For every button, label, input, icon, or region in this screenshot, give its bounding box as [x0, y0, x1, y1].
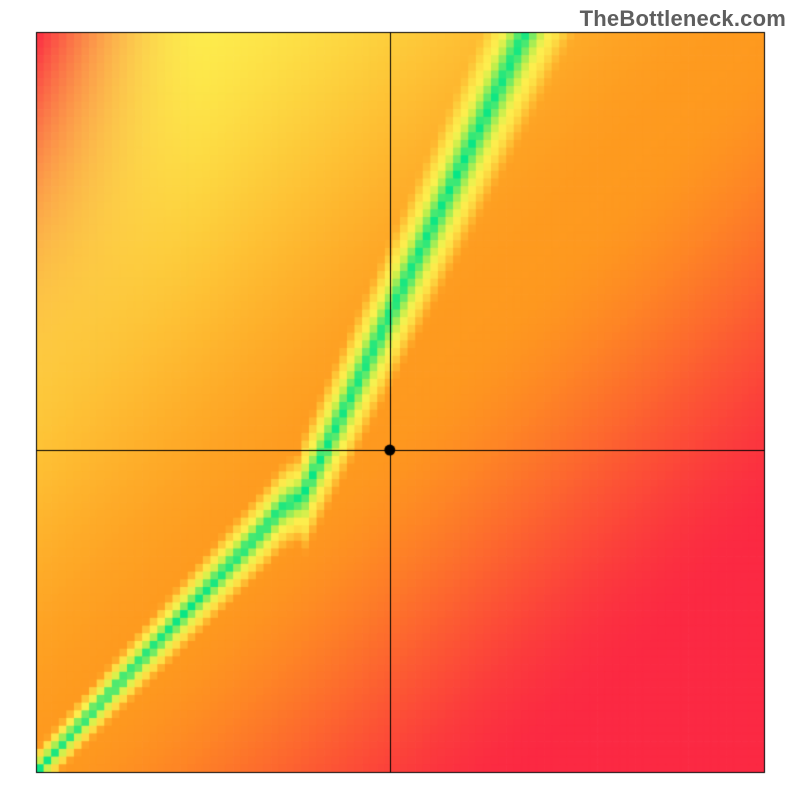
heatmap-canvas	[0, 0, 800, 800]
watermark-text: TheBottleneck.com	[580, 6, 786, 32]
